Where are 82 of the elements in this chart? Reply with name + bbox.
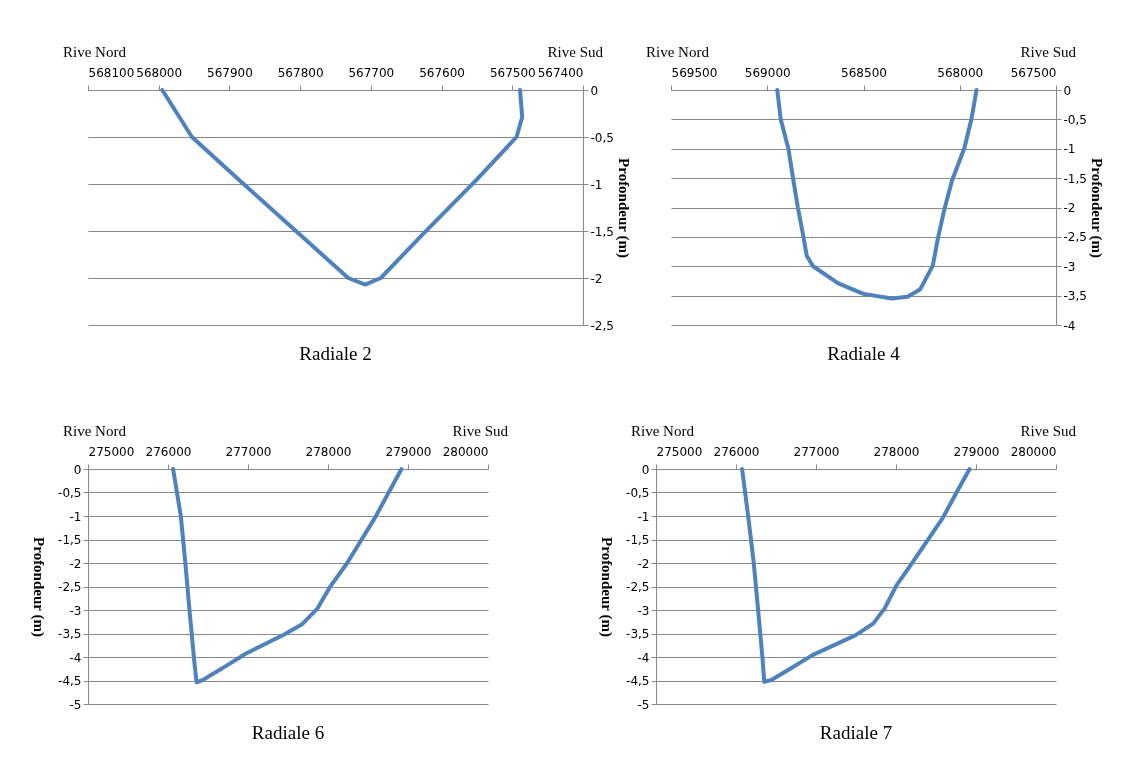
y-tick-label: -3 [1063,259,1076,274]
text: Radiale 2 [299,343,372,364]
y-tick-label: -2,5 [590,318,614,333]
x-tick-label: 276000 [145,444,192,459]
y-tick-label: -3 [69,603,82,618]
y-tick-label: -2 [590,271,603,286]
x-tick-label: 567700 [348,65,395,80]
x-tick-label: 278000 [305,444,352,459]
x-tick-label: 567600 [419,65,465,80]
text: Radiale 7 [819,722,893,743]
line-series [160,88,525,287]
y-tick-label: -2 [637,556,650,571]
y-tick-label: 0 [590,83,599,98]
x-tick-label: 569000 [744,65,791,80]
text: Rive Sud [547,44,604,60]
text: Rive Sud [1020,423,1077,439]
y-axis-title: Profondeur (m) [29,537,47,637]
y-axis-title: Profondeur (m) [597,537,615,637]
x-tick-label: 280000 [442,444,489,459]
text: Radiale 6 [251,722,325,743]
y-tick-label: 0 [1063,83,1072,98]
y-tick-label: -3,5 [58,627,82,641]
y-tick-label: -3,5 [626,627,650,641]
y-tick-label: 0 [73,462,82,477]
y-tick-label: -2,5 [626,580,650,594]
y-tick-label: -4,5 [626,674,650,688]
y-tick-label: -3 [637,603,650,618]
y-tick-label: -0,5 [58,486,82,500]
text: Rive Nord [63,44,127,60]
y-tick-label: -4,5 [58,674,82,688]
y-tick-label: -0,5 [626,486,650,500]
text: Rive Sud [1020,44,1077,60]
x-tick-label: 278000 [873,444,920,459]
x-tick-label: 277000 [793,444,840,459]
x-tick-label: 568100 [88,65,135,80]
x-tick-label: 567500 [489,65,536,80]
y-tick-label: -4 [69,650,82,665]
y-tick-label: -1,5 [626,533,650,547]
x-tick-label: 280000 [1010,444,1057,459]
text: Rive Nord [63,423,127,439]
x-tick-label: 277000 [225,444,272,459]
y-tick-label: -1 [1063,142,1076,157]
x-tick-label: 568000 [136,65,183,80]
line-series [740,467,972,684]
y-axis-title: Profondeur (m) [1087,158,1105,258]
y-tick-label: -0,5 [590,130,614,145]
y-tick-label: -1 [590,177,603,192]
y-tick-label: -1,5 [590,224,614,239]
y-tick-label: -5 [637,697,650,712]
x-tick-label: 275000 [88,444,135,459]
x-tick-label: 567900 [207,65,253,80]
x-tick-label: 279000 [385,444,432,459]
y-tick-label: -1 [637,509,650,524]
text: Rive Nord [646,44,710,60]
y-tick-label: -4 [637,650,650,665]
y-tick-label: -2 [69,556,82,571]
y-tick-label: -2,5 [1063,230,1087,245]
y-tick-label: -5 [69,697,82,712]
y-tick-label: -3,5 [1063,289,1087,304]
y-tick-label: -2 [1063,201,1076,215]
text: Rive Sud [452,423,509,439]
x-tick-label: 568500 [841,65,887,80]
y-tick-label: -1,5 [1063,171,1087,186]
x-tick-label: 569500 [671,65,718,80]
x-tick-label: 567800 [277,65,324,80]
line-series [171,467,404,685]
y-tick-label: -1,5 [58,533,82,547]
y-tick-label: -2,5 [58,580,82,594]
y-tick-label: 0 [641,462,650,477]
text: Radiale 4 [827,343,901,364]
x-tick-label: 279000 [953,444,1000,459]
x-tick-label: 567500 [1010,65,1057,80]
x-tick-label: 567400 [537,65,584,80]
text: Rive Nord [631,423,695,439]
x-tick-label: 568000 [937,65,984,80]
y-tick-label: -1 [69,509,82,524]
x-tick-label: 275000 [656,444,703,459]
y-axis-title: Profondeur (m) [614,158,632,258]
line-series [775,88,979,301]
y-tick-label: -4 [1063,318,1076,333]
y-tick-label: -0,5 [1063,112,1087,127]
x-tick-label: 276000 [713,444,760,459]
